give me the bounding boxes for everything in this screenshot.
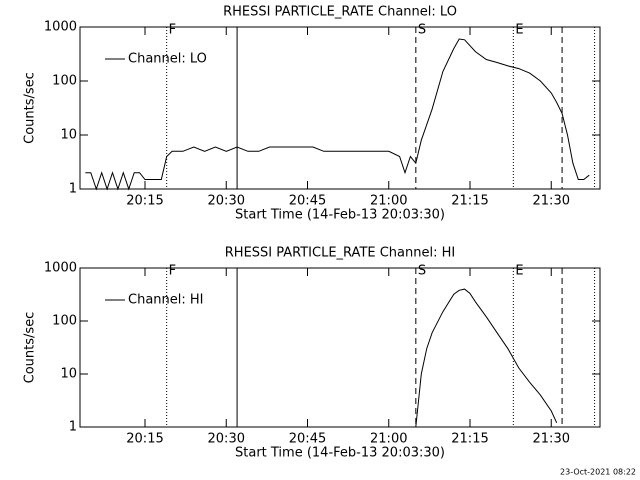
x-tick-label: 20:30 [208,194,245,209]
y-tick-label: 1000 [44,20,77,35]
x-axis-label: Start Time (14-Feb-13 20:03:30) [235,208,445,223]
x-tick-label: 20:45 [289,432,326,447]
x-tick-label: 21:00 [370,432,407,447]
x-tick-label: 20:30 [208,432,245,447]
timestamp: 23-Oct-2021 08:22 [560,468,636,477]
marker-label: S [418,264,426,279]
marker-label: E [515,23,523,38]
y-tick-label: 1 [69,182,77,197]
x-tick-label: 20:15 [126,432,163,447]
legend-label: Channel: LO [128,52,207,67]
x-tick-label: 21:00 [370,194,407,209]
data-line [85,38,590,191]
marker-label: F [169,23,176,38]
y-axis-label: Counts/sec [23,72,38,144]
y-tick-label: 100 [52,74,77,89]
y-tick-label: 10 [60,367,77,382]
x-tick-label: 21:30 [533,432,570,447]
marker-label: F [169,264,176,279]
y-axis-label: Counts/sec [23,312,38,384]
y-tick-label: 1000 [44,261,77,276]
legend-label: Channel: HI [128,293,204,308]
y-tick-label: 10 [60,128,77,143]
chart-title: RHESSI PARTICLE_RATE Channel: HI [225,246,455,261]
marker-label: E [515,264,523,279]
data-line [415,288,558,428]
x-axis-label: Start Time (14-Feb-13 20:03:30) [235,446,445,461]
marker-label: S [418,23,426,38]
plot-frame [79,26,601,190]
plot-frame [79,267,601,428]
chart-title: RHESSI PARTICLE_RATE Channel: LO [223,5,457,20]
x-tick-label: 21:15 [451,194,488,209]
y-tick-label: 100 [52,314,77,329]
y-tick-label: 1 [69,420,77,435]
x-tick-label: 20:15 [126,194,163,209]
x-tick-label: 21:30 [533,194,570,209]
x-tick-label: 21:15 [451,432,488,447]
x-tick-label: 20:45 [289,194,326,209]
